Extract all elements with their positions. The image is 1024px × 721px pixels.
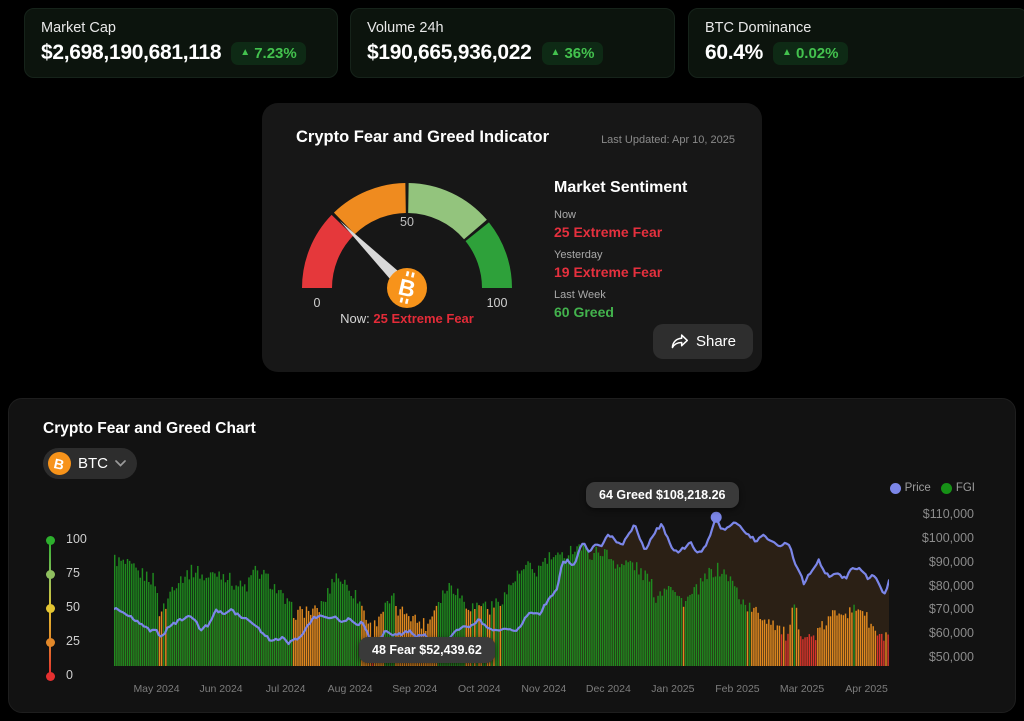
chart-legend: Price FGI (889, 482, 975, 494)
fgi-tick-dot (45, 535, 55, 545)
indicator-title: Crypto Fear and Greed Indicator (296, 128, 550, 146)
stat-card-btc-dominance: BTC Dominance 60.4% ▲ 0.02% (688, 8, 1024, 78)
fear-greed-chart-card: Crypto Fear and Greed Chart B BTC Price F… (8, 398, 1016, 713)
chart-title: Crypto Fear and Greed Chart (43, 420, 256, 437)
chart-tooltip-high: 64 Greed $108,218.26 (586, 482, 739, 508)
price-tick-label: $70,000 (928, 602, 974, 616)
legend-dot (940, 482, 952, 494)
gauge-now-value: 25 Extreme Fear (373, 311, 474, 326)
change-value: 0.02% (795, 44, 839, 62)
legend-item-price[interactable]: Price (889, 482, 931, 494)
x-axis-label: Jan 2025 (651, 683, 695, 695)
up-arrow-icon: ▲ (550, 47, 561, 58)
bitcoin-icon: B (48, 452, 71, 475)
x-axis-label: Jul 2024 (265, 683, 306, 695)
sentiment-label: Last Week (554, 289, 606, 301)
up-arrow-icon: ▲ (782, 47, 792, 58)
x-axis-label: Oct 2024 (457, 683, 501, 695)
fgi-tick-label: 25 (66, 634, 80, 648)
share-label: Share (695, 333, 736, 350)
coin-selector-label: BTC (78, 455, 108, 472)
stat-card-volume: Volume 24h $190,665,936,022 ▲ 36% (350, 8, 675, 78)
change-value: 36% (564, 44, 595, 62)
last-updated-text: Last Updated: Apr 10, 2025 (601, 134, 735, 146)
legend-label: FGI (955, 482, 975, 494)
fgi-tick-dot (45, 637, 55, 647)
legend-item-fgi[interactable]: FGI (940, 482, 975, 494)
x-axis-label: Dec 2024 (585, 683, 631, 695)
fgi-tick-label: 100 (66, 532, 87, 546)
change-badge: ▲ 36% (541, 41, 604, 65)
price-peak-marker (710, 511, 722, 523)
stat-label: Volume 24h (367, 20, 444, 36)
gauge-now-text: Now: 25 Extreme Fear (292, 311, 522, 326)
svg-text:B: B (396, 273, 418, 302)
x-axis-label: Sep 2024 (392, 683, 438, 695)
chart-tooltip-low: 48 Fear $52,439.62 (359, 637, 495, 663)
stat-value: $2,698,190,681,118 (41, 41, 222, 64)
legend-label: Price (904, 482, 931, 494)
price-tick-label: $80,000 (928, 579, 974, 593)
sentiment-item-last-week: Last Week 60 Greed (554, 289, 687, 320)
price-tick-label: $60,000 (928, 626, 974, 640)
chevron-down-icon (115, 460, 126, 467)
fgi-tick-label: 75 (66, 566, 80, 580)
stat-card-market-cap: Market Cap $2,698,190,681,118 ▲ 7.23% (24, 8, 338, 78)
svg-text:50: 50 (400, 215, 414, 229)
market-sentiment-section: Market Sentiment Now 25 Extreme Fear Yes… (554, 179, 687, 329)
stat-label: Market Cap (41, 20, 116, 36)
sentiment-item-now: Now 25 Extreme Fear (554, 209, 687, 240)
fear-greed-indicator-card: Crypto Fear and Greed Indicator Last Upd… (262, 103, 762, 372)
change-value: 7.23% (254, 44, 297, 62)
x-axis-label: May 2024 (133, 683, 180, 695)
x-axis-label: Feb 2025 (715, 683, 760, 695)
coin-selector-dropdown[interactable]: B BTC (43, 448, 137, 479)
price-tick-label: $50,000 (928, 650, 974, 664)
fgi-tick-label: 50 (66, 600, 80, 614)
share-button[interactable]: Share (652, 324, 753, 359)
change-badge: ▲ 7.23% (231, 41, 306, 65)
svg-text:0: 0 (314, 296, 321, 310)
fear-greed-gauge: 0 50 100 B Now: 25 Extreme Fear (292, 173, 522, 333)
price-tick-label: $110,000 (922, 507, 974, 521)
x-axis-label: Jun 2024 (199, 683, 243, 695)
sentiment-title: Market Sentiment (554, 179, 688, 196)
sentiment-label: Yesterday (554, 249, 603, 261)
fgi-price-plot (114, 511, 889, 666)
sentiment-item-yesterday: Yesterday 19 Extreme Fear (554, 249, 687, 280)
x-axis-label: Mar 2025 (779, 683, 825, 695)
fgi-tick-label: 0 (66, 668, 73, 682)
change-badge: ▲ 0.02% (773, 41, 848, 65)
svg-text:100: 100 (487, 296, 508, 310)
stat-value: $190,665,936,022 (367, 41, 532, 64)
x-axis-label: Aug 2024 (327, 683, 373, 695)
gauge-arc: 0 50 100 B (302, 183, 512, 310)
up-arrow-icon: ▲ (240, 47, 251, 58)
fgi-tick-dot (45, 569, 55, 579)
sentiment-value: 60 Greed (554, 304, 614, 320)
sentiment-label: Now (554, 209, 577, 221)
sentiment-value: 25 Extreme Fear (554, 224, 663, 240)
x-axis-label: Nov 2024 (521, 683, 567, 695)
fgi-tick-dot (45, 603, 55, 613)
fgi-tick-dot (45, 671, 55, 681)
share-icon (671, 333, 688, 348)
gauge-now-prefix: Now: (340, 311, 374, 326)
x-axis-label: Apr 2025 (845, 683, 888, 695)
stat-label: BTC Dominance (705, 20, 812, 36)
sentiment-value: 19 Extreme Fear (554, 264, 663, 280)
price-tick-label: $90,000 (928, 555, 974, 569)
stat-value: 60.4% (705, 41, 764, 64)
price-tick-label: $100,000 (921, 531, 974, 545)
legend-dot (889, 482, 901, 494)
